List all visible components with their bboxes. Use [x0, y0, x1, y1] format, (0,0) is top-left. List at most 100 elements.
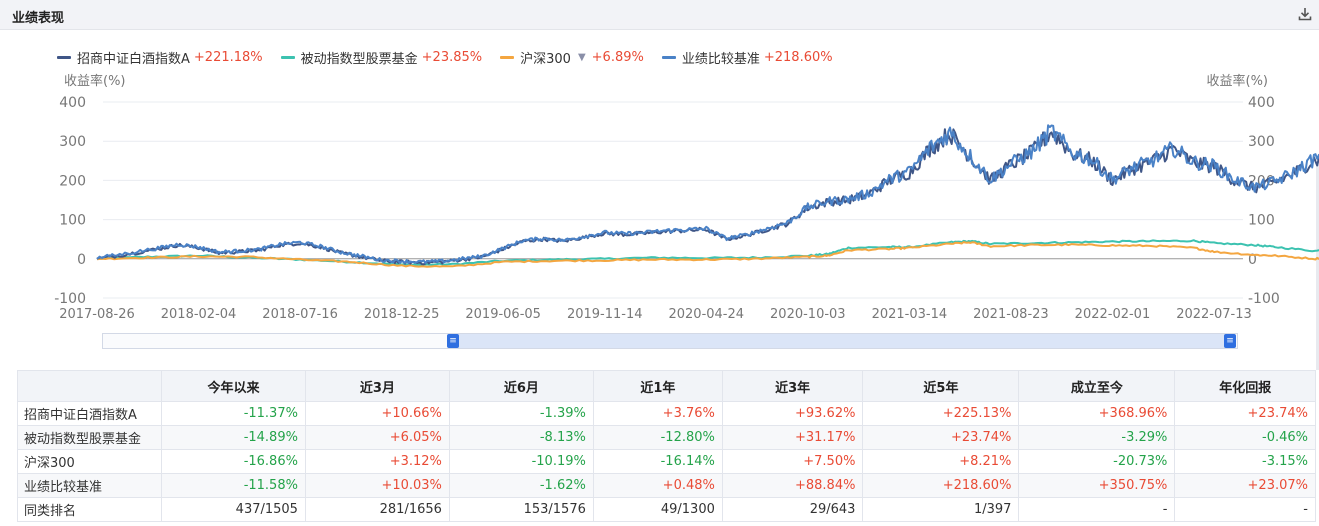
- y-tick-label-right: 100: [1248, 213, 1275, 229]
- table-cell: +350.75%: [1018, 473, 1176, 498]
- table-cell: -10.19%: [448, 449, 594, 474]
- series-line: [96, 124, 1319, 265]
- performance-table: 今年以来 近3月 近6月 近1年 近3年 近5年 成立至今 年化回报 招商中证白酒指数A -11…: [17, 370, 1316, 522]
- table-header-cell: 近5年: [862, 370, 1020, 402]
- legend-item-category[interactable]: 被动指数型股票基金 +23.85%: [280, 48, 482, 67]
- scrollbar[interactable]: [1316, 165, 1319, 370]
- table-cell: 1/397: [862, 497, 1020, 522]
- y-axis-title-right: 收益率(%): [1207, 73, 1269, 89]
- table-cell: 49/1300: [592, 497, 723, 522]
- table-cell: -11.58%: [161, 473, 306, 498]
- x-tick-label: 2020-10-03: [770, 307, 846, 322]
- table-cell: +7.50%: [721, 449, 864, 474]
- table-cell: +93.62%: [721, 401, 864, 426]
- table-cell: +10.03%: [304, 473, 450, 498]
- x-tick-label: 2018-02-04: [161, 307, 237, 322]
- date-range-slider[interactable]: ≡ ≡: [102, 333, 1238, 349]
- legend-item-fund[interactable]: 招商中证白酒指数A +221.18%: [57, 48, 263, 67]
- x-tick-label: 2017-08-26: [59, 307, 135, 322]
- table-row: 招商中证白酒指数A -11.37% +10.66% -1.39% +3.76% +93.6…: [17, 401, 1316, 426]
- row-label: 沪深300: [17, 449, 162, 474]
- table-cell: -8.13%: [448, 425, 594, 450]
- table-cell: +31.17%: [721, 425, 864, 450]
- table-header-cell: 今年以来: [161, 370, 306, 402]
- legend-swatch-fund: [57, 55, 71, 59]
- table-cell: +225.13%: [862, 401, 1020, 426]
- y-tick-label-left: 0: [77, 252, 86, 268]
- section-title: 业绩表现: [12, 11, 65, 26]
- table-row: 同类排名 437/1505 281/1656 153/1576 49/1300 29/64…: [17, 497, 1316, 522]
- x-tick-label: 2021-08-23: [973, 307, 1049, 322]
- legend-name: 被动指数型股票基金: [300, 51, 418, 67]
- legend-value: +6.89%: [591, 49, 644, 65]
- legend-item-benchmark[interactable]: 业绩比较基准 +218.60%: [661, 48, 833, 67]
- table-cell: -0.46%: [1174, 425, 1316, 450]
- table-row: 沪深300 -16.86% +3.12% -10.19% -16.14% +7.50% +8…: [17, 449, 1316, 474]
- legend-swatch-index: [500, 55, 515, 59]
- legend-name: 沪深300: [520, 51, 571, 67]
- table-cell: -20.73%: [1018, 449, 1176, 474]
- y-tick-label-right: 0: [1248, 252, 1257, 268]
- series-line: [96, 241, 1319, 268]
- y-tick-label-right: -100: [1248, 291, 1280, 307]
- table-cell: +3.12%: [304, 449, 450, 474]
- download-icon[interactable]: [1297, 6, 1313, 22]
- y-tick-label-right: 300: [1248, 134, 1275, 150]
- table-header-cell: 成立至今: [1018, 370, 1176, 402]
- row-label: 被动指数型股票基金: [17, 425, 162, 450]
- x-tick-label: 2018-07-16: [262, 307, 338, 322]
- row-label: 业绩比较基准: [17, 473, 162, 498]
- legend-item-index[interactable]: 沪深300 ▼ +6.89%: [500, 48, 644, 67]
- legend-swatch-category: [280, 55, 295, 59]
- caret-down-icon[interactable]: ▼: [577, 51, 586, 63]
- slider-selected-range[interactable]: [452, 334, 1233, 348]
- table-cell: +23.74%: [1174, 401, 1316, 426]
- table-header-cell: 近3月: [304, 370, 450, 402]
- table-cell: -3.15%: [1174, 449, 1316, 474]
- table-cell: 153/1576: [448, 497, 594, 522]
- y-tick-label-left: 300: [59, 134, 86, 150]
- table-cell: -: [1174, 497, 1316, 522]
- y-tick-label-left: 100: [59, 213, 86, 229]
- x-tick-label: 2022-07-13: [1176, 307, 1252, 322]
- table-row: 业绩比较基准 -11.58% +10.03% -1.62% +0.48% +88.84% +…: [17, 473, 1316, 498]
- table-cell: +23.74%: [862, 425, 1020, 450]
- x-tick-label: 2019-06-05: [465, 307, 541, 322]
- table-cell: 29/643: [721, 497, 864, 522]
- table-cell: -1.39%: [448, 401, 594, 426]
- table-cell: +368.96%: [1018, 401, 1176, 426]
- slider-handle-left[interactable]: ≡: [447, 334, 459, 348]
- table-cell: 281/1656: [304, 497, 450, 522]
- chart-legend: 招商中证白酒指数A +221.18% 被动指数型股票基金 +23.85% 沪深3…: [57, 47, 851, 67]
- table-header-blank: [17, 370, 162, 402]
- table-cell: -11.37%: [161, 401, 306, 426]
- x-tick-label: 2019-11-14: [567, 307, 643, 322]
- y-tick-label-right: 400: [1248, 95, 1275, 111]
- table-cell: -12.80%: [592, 425, 723, 450]
- legend-swatch-benchmark: [661, 55, 676, 59]
- table-header-cell: 近6月: [448, 370, 594, 402]
- legend-name: 招商中证白酒指数A: [77, 51, 190, 67]
- y-tick-label-left: 400: [59, 95, 86, 111]
- table-cell: -: [1018, 497, 1176, 522]
- x-tick-label: 2022-02-01: [1075, 307, 1151, 322]
- y-tick-label-left: -100: [54, 291, 86, 307]
- table-cell: +0.48%: [592, 473, 723, 498]
- section-header: 业绩表现: [0, 0, 1319, 30]
- table-cell: -14.89%: [161, 425, 306, 450]
- row-label: 招商中证白酒指数A: [17, 401, 162, 426]
- legend-name: 业绩比较基准: [681, 51, 760, 67]
- y-tick-label-left: 200: [59, 173, 86, 189]
- x-tick-label: 2018-12-25: [364, 307, 440, 322]
- table-cell: 437/1505: [161, 497, 306, 522]
- table-header-row: 今年以来 近3月 近6月 近1年 近3年 近5年 成立至今 年化回报: [17, 370, 1316, 402]
- table-cell: +6.05%: [304, 425, 450, 450]
- table-cell: -16.86%: [161, 449, 306, 474]
- x-tick-label: 2021-03-14: [872, 307, 948, 322]
- row-label: 同类排名: [17, 497, 162, 522]
- table-cell: -3.29%: [1018, 425, 1176, 450]
- table-cell: +88.84%: [721, 473, 864, 498]
- table-cell: +8.21%: [862, 449, 1020, 474]
- slider-handle-right[interactable]: ≡: [1224, 334, 1236, 348]
